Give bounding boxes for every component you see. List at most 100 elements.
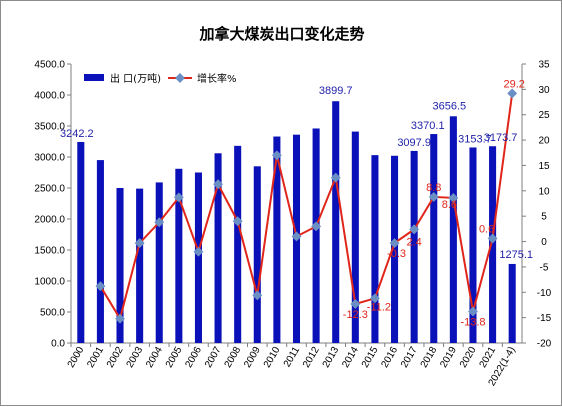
rate-value-label: -11.2	[367, 301, 391, 313]
bar	[253, 166, 261, 343]
y-left-tick-label: 4000.0	[34, 91, 65, 102]
growth-rate-line	[99, 93, 514, 322]
growth-rate-point	[409, 224, 420, 235]
bar-value-label: 3370.1	[411, 120, 445, 132]
growth-rate-point	[369, 293, 380, 304]
y-left-tick-label: 2500.0	[34, 184, 65, 195]
x-tick-label: 2016	[379, 345, 400, 370]
chart-title: 加拿大煤炭出口变化走势	[198, 25, 364, 43]
rate-value-label: 29.2	[503, 78, 524, 90]
bar	[77, 141, 85, 343]
rate-value-label: 8.6	[442, 199, 457, 211]
bar	[155, 182, 163, 343]
y-right-tick-label: 20	[538, 136, 550, 147]
x-tick-label: 2006	[183, 345, 204, 370]
x-tick-label: 2004	[144, 345, 165, 370]
growth-rate-point	[448, 192, 459, 203]
growth-rate-point	[271, 150, 282, 161]
bar	[351, 131, 359, 343]
y-left-tick-label: 1000.0	[34, 277, 65, 288]
bar	[273, 136, 281, 343]
y-right-tick-label: -15	[537, 313, 552, 324]
bar	[430, 134, 438, 343]
y-left-tick-label: 0.0	[51, 339, 65, 350]
y-right-tick-label: -5	[540, 262, 549, 273]
bar	[410, 150, 418, 343]
bar	[371, 155, 379, 343]
bar	[391, 155, 399, 343]
growth-rate-point	[154, 217, 165, 228]
bar	[489, 146, 497, 343]
bar-value-label: 3097.9	[397, 137, 431, 149]
legend-line-marker	[175, 73, 185, 83]
y-right-tick-label: 15	[538, 161, 550, 172]
growth-rate-point	[350, 298, 361, 309]
bar-value-label: 3656.5	[433, 100, 467, 112]
rate-value-label: -0.3	[387, 248, 406, 260]
rate-value-label: -13.8	[460, 317, 485, 329]
legend-line-label: 增长率%	[197, 72, 237, 85]
rate-value-label: 2.4	[407, 236, 422, 248]
bar-value-label: 3153.7	[458, 133, 492, 145]
x-tick-label: 2017	[399, 345, 420, 370]
bar	[116, 188, 124, 343]
y-right-tick-label: 10	[538, 186, 550, 197]
y-right-tick-label: 0	[541, 237, 547, 248]
bar	[194, 172, 202, 343]
y-right-tick-label: 35	[538, 60, 550, 71]
x-tick-label: 2010	[262, 345, 283, 370]
x-tick-label: 2018	[419, 345, 440, 370]
y-right-tick-label: 25	[538, 110, 550, 121]
x-tick-label: 2002	[105, 345, 126, 370]
y-left-tick-label: 3000.0	[34, 153, 65, 164]
bar-value-label: 3899.7	[319, 85, 353, 97]
x-tick-label: 2020	[458, 345, 479, 370]
y-right-tick-label: 30	[538, 85, 550, 96]
legend-bar-label: 出 口(万吨)	[110, 72, 161, 85]
bar	[136, 188, 144, 343]
growth-rate-point	[389, 238, 400, 249]
x-tick-label: 2007	[203, 345, 224, 370]
x-tick-label: 2013	[321, 345, 342, 370]
bar-series	[77, 101, 516, 343]
x-tick-label: 2012	[301, 345, 322, 370]
x-tick-label: 2015	[360, 345, 381, 370]
bar-value-label: 3173.7	[484, 132, 518, 144]
x-tick-label: 2008	[223, 345, 244, 370]
bar-value-label: 3242.2	[60, 128, 94, 140]
x-tick-label: 2001	[85, 345, 106, 370]
x-tick-label: 2019	[438, 345, 459, 370]
rate-value-label: 0.6	[479, 224, 494, 236]
bar	[234, 145, 242, 343]
bar	[469, 147, 477, 343]
growth-rate-point	[311, 221, 322, 232]
x-tick-label: 2000	[66, 345, 87, 370]
growth-rate-point	[213, 179, 224, 190]
bar	[508, 263, 516, 343]
y-left-tick-label: 4500.0	[34, 60, 65, 71]
bar	[332, 101, 340, 343]
rate-value-label: -12.3	[343, 309, 368, 321]
rate-value-label: 8.8	[426, 182, 441, 194]
y-left-tick-label: 3500.0	[34, 122, 65, 133]
growth-rate-point	[291, 231, 302, 242]
bar	[449, 116, 457, 343]
bar	[96, 160, 104, 343]
growth-rate-point	[252, 290, 263, 301]
growth-rate-point	[173, 192, 184, 203]
x-tick-label: 2011	[282, 345, 302, 370]
bar	[214, 153, 222, 343]
bar	[312, 128, 320, 343]
y-left-tick-label: 1500.0	[34, 246, 65, 257]
x-tick-label: 2009	[242, 345, 263, 370]
x-tick-label: 2003	[125, 345, 146, 370]
y-right-tick-label: -20	[537, 339, 552, 350]
y-left-tick-label: 2000.0	[34, 215, 65, 226]
y-left-tick-label: 500.0	[40, 308, 65, 319]
growth-rate-point	[134, 238, 145, 249]
legend-bar-swatch	[84, 74, 104, 81]
growth-rate-point	[487, 233, 498, 244]
y-right-tick-label: 5	[541, 212, 547, 223]
bar-value-label: 1275.1	[499, 249, 533, 261]
